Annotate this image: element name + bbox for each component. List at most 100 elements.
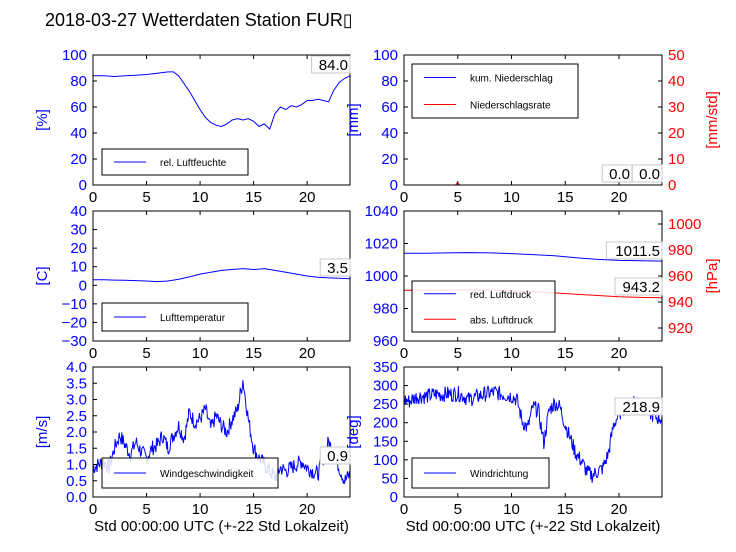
y-axis-label: [m/s] bbox=[34, 416, 51, 449]
y-tick-label: 30 bbox=[70, 222, 87, 239]
y-tick-label: 0 bbox=[79, 177, 87, 194]
y-tick-label: 2.0 bbox=[66, 424, 87, 441]
x-tick-label: 15 bbox=[557, 189, 574, 206]
y2-tick-label: 50 bbox=[668, 47, 685, 64]
x-tick-label: 5 bbox=[454, 189, 462, 206]
x-tick-label: 20 bbox=[299, 501, 316, 518]
legend: rel. Luftfeuchte bbox=[101, 148, 249, 176]
x-tick-label: 10 bbox=[192, 345, 209, 362]
plot-frame bbox=[403, 54, 663, 186]
y-tick-label: 40 bbox=[70, 125, 87, 142]
value-annotation: 943.2 bbox=[622, 279, 660, 296]
series-line-pressure-0 bbox=[404, 252, 663, 262]
x-tick-label: 15 bbox=[245, 501, 262, 518]
x-tick-label: 0 bbox=[400, 189, 408, 206]
y2-tick-label: 960 bbox=[668, 268, 693, 285]
legend: red. Luftdruck abs. Luftdruck bbox=[411, 280, 556, 333]
x-tick-label: 10 bbox=[503, 501, 520, 518]
x-tick-label: 20 bbox=[299, 345, 316, 362]
x-tick-label: 20 bbox=[611, 189, 628, 206]
y2-axis-label: [mm/std] bbox=[704, 91, 721, 149]
y-tick-label: 0 bbox=[390, 489, 398, 506]
y-tick-label: 50 bbox=[381, 470, 398, 487]
panel-pressure: 0 5 10 15 20 960 980 1000 1020 1040 920 940 960 980 10… bbox=[365, 203, 721, 362]
y-tick-label: 3.0 bbox=[66, 392, 87, 409]
y-tick-label: 20 bbox=[70, 240, 87, 257]
x-tick-label: 5 bbox=[454, 501, 462, 518]
legend-label: abs. Luftdruck bbox=[470, 315, 534, 326]
series-line-temp-0 bbox=[93, 268, 351, 283]
series-line-wind-0 bbox=[92, 380, 351, 484]
series-line-humidity-0 bbox=[93, 71, 351, 131]
y2-tick-label: 980 bbox=[668, 242, 693, 259]
value-annotation: 0.9 bbox=[327, 448, 348, 465]
x-tick-label: 5 bbox=[454, 345, 462, 362]
y-tick-label: 20 bbox=[70, 151, 87, 168]
x-tick-label: 15 bbox=[557, 345, 574, 362]
y2-tick-label: 920 bbox=[668, 320, 693, 337]
legend-label: rel. Luftfeuchte bbox=[160, 158, 227, 169]
y-tick-label: 80 bbox=[381, 73, 398, 90]
y2-tick-label: 1000 bbox=[668, 216, 701, 233]
x-tick-label: 20 bbox=[611, 345, 628, 362]
value-annotation-box bbox=[319, 446, 351, 465]
legend-label: Windgeschwindigkeit bbox=[160, 469, 254, 480]
panel-precip: 0 5 10 15 20 0 20 40 60 80 100 0 10 20 30 40 50 [mm] [mm/s… bbox=[345, 47, 721, 206]
legend-label: kum. Niederschlag bbox=[470, 74, 553, 85]
x-tick-label: 20 bbox=[611, 501, 628, 518]
value-annotation-box bbox=[605, 241, 663, 260]
y-tick-label: 60 bbox=[381, 99, 398, 116]
y2-tick-label: 940 bbox=[668, 294, 693, 311]
x-tick-label: 20 bbox=[299, 189, 316, 206]
x-tick-label: 10 bbox=[503, 345, 520, 362]
legend-label: Windrichtung bbox=[470, 469, 528, 480]
y-tick-label: 1.5 bbox=[66, 440, 87, 457]
value-annotation: 1011.5 bbox=[615, 243, 660, 260]
y-axis-label: [%] bbox=[34, 109, 51, 131]
x-tick-label: 0 bbox=[89, 501, 97, 518]
x-tick-label: 10 bbox=[192, 189, 209, 206]
y2-tick-label: 40 bbox=[668, 73, 685, 90]
y-tick-label: 350 bbox=[373, 359, 398, 376]
x-tick-label: 5 bbox=[142, 501, 150, 518]
x-tick-label: 0 bbox=[400, 501, 408, 518]
value-annotation-box bbox=[614, 397, 663, 416]
legend: Windgeschwindigkeit bbox=[101, 457, 279, 489]
y-tick-label: 1040 bbox=[365, 203, 398, 220]
y2-axis-label: [hPa] bbox=[704, 258, 721, 293]
x-axis-label: Std 00:00:00 UTC (+-22 Std Lokalzeit) bbox=[94, 518, 349, 535]
legend-box bbox=[411, 63, 579, 119]
panel-temp: 0 5 10 15 20−30−20−10010203040[C]Lufttempera… bbox=[34, 203, 351, 362]
y-tick-label: 960 bbox=[373, 333, 398, 350]
y2-tick-label: 10 bbox=[668, 151, 685, 168]
figure-title: 2018-03-27 Wetterdaten Station FUR▯ bbox=[45, 10, 353, 30]
legend-label: Lufttemperatur bbox=[160, 313, 226, 324]
y-tick-label: 0 bbox=[390, 177, 398, 194]
legend: kum. Niederschlag Niederschlagsrate bbox=[411, 63, 579, 119]
y-tick-label: 2.5 bbox=[66, 408, 87, 425]
panel-wind: 0 5 10 15 20 0.00.51.01.52.02.53.03.54.0 [m/s]… bbox=[34, 359, 351, 535]
x-tick-label: 5 bbox=[142, 345, 150, 362]
x-tick-label: 15 bbox=[557, 501, 574, 518]
value-annotation: 3.5 bbox=[327, 260, 348, 277]
y2-tick-label: 0 bbox=[668, 177, 676, 194]
y-axis-label: [mm] bbox=[345, 103, 362, 136]
y-tick-label: 980 bbox=[373, 301, 398, 318]
y-tick-label: 150 bbox=[373, 433, 398, 450]
legend-label: red. Luftdruck bbox=[470, 290, 532, 301]
y-tick-label: 200 bbox=[373, 415, 398, 432]
y2-tick-label: 30 bbox=[668, 99, 685, 116]
y-tick-label: 3.5 bbox=[66, 375, 87, 392]
y-tick-label: 40 bbox=[70, 203, 87, 220]
x-tick-label: 10 bbox=[192, 501, 209, 518]
y-tick-label: 100 bbox=[62, 47, 87, 64]
y-tick-label: 0 bbox=[79, 277, 87, 294]
y-tick-label: −10 bbox=[62, 296, 87, 313]
y2-tick-label: 20 bbox=[668, 125, 685, 142]
x-tick-label: 15 bbox=[245, 189, 262, 206]
y-tick-label: 0.5 bbox=[66, 473, 87, 490]
plot-frame bbox=[92, 54, 351, 186]
value-annotation-box bbox=[311, 55, 351, 74]
